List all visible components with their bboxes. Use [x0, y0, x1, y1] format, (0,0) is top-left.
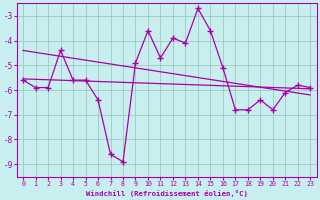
X-axis label: Windchill (Refroidissement éolien,°C): Windchill (Refroidissement éolien,°C): [86, 190, 248, 197]
